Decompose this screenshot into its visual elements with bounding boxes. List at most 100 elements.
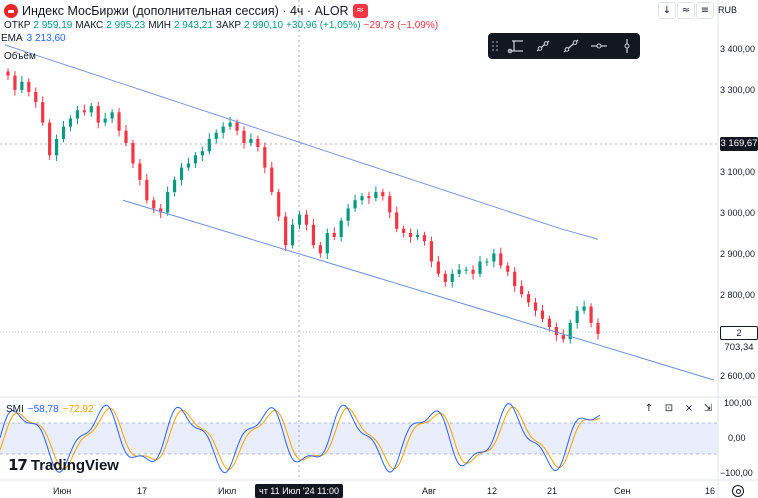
vertical-line-tool-icon[interactable]	[614, 35, 640, 57]
candle-body	[290, 224, 295, 246]
candle-body	[235, 122, 239, 131]
volume-legend[interactable]: Объём	[4, 51, 36, 62]
time-axis-label: Июл	[218, 486, 237, 496]
candle-body	[152, 200, 156, 209]
candle-body	[422, 234, 427, 242]
smi-legend[interactable]: SMI −58,78 −72,92	[6, 404, 94, 415]
time-axis-label: Авг	[422, 486, 437, 496]
smi-d-line	[0, 406, 601, 470]
candle-body	[464, 269, 468, 271]
candle-body	[429, 241, 434, 262]
trend-line-tool-icon[interactable]	[530, 35, 556, 57]
candle-body	[311, 224, 316, 246]
candle-body	[492, 253, 496, 262]
candle-body	[367, 196, 371, 199]
candle-body	[207, 138, 211, 152]
drag-handle-icon[interactable]	[491, 39, 501, 53]
symbol-title[interactable]: Индекс МосБиржи (дополнительная сессия) …	[22, 4, 349, 18]
candle-body	[6, 71, 10, 76]
low-key: МИН	[148, 20, 171, 31]
time-axis-label: 21	[547, 486, 558, 496]
price-axis-label: 3 400,00	[720, 44, 756, 54]
crosshair-time-tag: чт 11 Июл '24 11:00	[255, 484, 344, 498]
candle-body	[61, 126, 66, 139]
time-axis-label: Сен	[614, 486, 631, 496]
candle-body	[110, 112, 114, 119]
candle-body	[408, 232, 413, 238]
price-axis-label: 2 900,00	[720, 249, 756, 259]
tradingview-logo[interactable]: 17 TradingView	[8, 456, 119, 474]
candle-body	[499, 253, 503, 266]
ema-legend[interactable]: EMA 3 213,60	[1, 33, 66, 44]
candle-body	[304, 214, 309, 225]
candle-body	[193, 155, 198, 164]
time-axis-label: 17	[137, 486, 148, 496]
time-axis-label: Июн	[53, 486, 72, 496]
menu-button[interactable]: ≡	[696, 2, 714, 19]
currency-label[interactable]: RUB	[718, 5, 738, 15]
candle-body	[568, 322, 572, 340]
time-axis-label: 16	[705, 486, 716, 496]
candle-body	[41, 102, 45, 123]
pane-maximize-button[interactable]: ⇲	[703, 403, 713, 414]
smi-name: SMI	[6, 404, 24, 415]
exchange-logo-icon	[4, 4, 18, 18]
high-key: МАКС	[75, 20, 104, 31]
settings-gear-icon[interactable]	[732, 485, 744, 497]
horizontal-line-tool-icon[interactable]	[586, 35, 612, 57]
candle-body	[48, 122, 52, 156]
ohlc-values: ОТКР 2 959,19 МАКС 2 995,23 МИН 2 943,21 ЗА…	[4, 20, 438, 31]
move-pane-up-button[interactable]: ↑	[644, 403, 654, 414]
pane-close-button[interactable]: ×	[684, 403, 694, 414]
candle-body	[297, 214, 302, 225]
smi-k-value: −58,78	[27, 404, 59, 415]
candle-body	[124, 130, 128, 144]
candle-body	[186, 163, 191, 168]
smi-band	[0, 423, 718, 454]
candle-body	[221, 126, 225, 133]
candle-body	[179, 167, 184, 180]
close-value: 2 990,10	[244, 20, 284, 31]
candle-body	[172, 179, 177, 193]
candle-body	[145, 179, 149, 201]
candle-body	[256, 138, 260, 148]
compare-button[interactable]: ≈	[677, 2, 695, 19]
candle-body	[339, 220, 343, 238]
candle-body	[415, 234, 420, 238]
smi-k-line	[0, 403, 601, 474]
candle-body	[402, 228, 406, 233]
candle-body	[27, 81, 31, 92]
close-key: ЗАКР	[215, 20, 242, 31]
channel-trendline	[122, 199, 715, 381]
candle-body	[533, 302, 538, 311]
candle-body	[520, 286, 524, 295]
candle-body	[547, 318, 552, 327]
symbol-legend[interactable]: Индекс МосБиржи (дополнительная сессия) …	[4, 3, 368, 19]
horizontal-ray-tool-icon[interactable]	[503, 35, 529, 57]
candle-body	[228, 122, 232, 127]
candle-body	[263, 147, 267, 168]
candle-body	[318, 245, 322, 254]
pane-restore-button[interactable]: ⊡	[664, 403, 674, 414]
open-value: 2 959,19	[33, 20, 73, 31]
candle-body	[554, 326, 558, 336]
candle-body	[381, 192, 385, 197]
status-badge[interactable]: ≈	[352, 4, 368, 18]
candle-body	[353, 200, 357, 209]
open-key: ОТКР	[4, 20, 31, 31]
drawing-toolbar[interactable]	[488, 33, 640, 59]
candle-body	[277, 192, 281, 217]
extended-line-tool-icon[interactable]	[558, 35, 584, 57]
last-change: −29,73 (−1,09%)	[363, 20, 439, 31]
candle-body	[561, 335, 565, 340]
candle-body	[159, 208, 163, 213]
bar-change: +30,96 (+1,05%)	[286, 20, 361, 31]
candle-body	[200, 151, 204, 156]
candle-body	[89, 106, 93, 113]
download-button[interactable]: ↓	[658, 2, 676, 19]
candle-body	[526, 294, 531, 303]
candle-body	[374, 192, 378, 199]
candle-body	[388, 196, 392, 213]
